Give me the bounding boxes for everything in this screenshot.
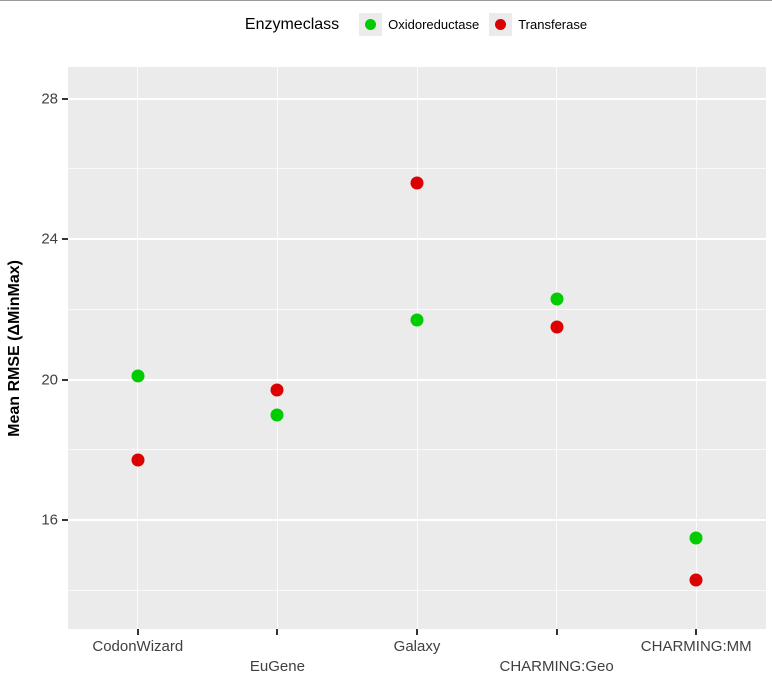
data-point-transferase-eugene [270,383,284,397]
x-tick-mark [416,629,418,635]
legend-entry-transferase: Transferase [489,13,587,36]
gridline-vertical [276,67,278,629]
y-tick-mark [62,97,68,100]
x-category-label-eugene: EuGene [249,658,305,675]
y-axis-title: Mean RMSE (ΔMinMax) [6,259,23,437]
x-category-label-charming:mm: CHARMING:MM [640,638,752,655]
x-category-label-galaxy: Galaxy [393,638,441,655]
x-tick-mark [136,629,139,635]
data-point-transferase-charming:mm [689,573,703,587]
y-tick-mark [62,519,68,522]
data-point-oxidoreductase-codonwizard [131,369,145,383]
data-point-oxidoreductase-charming:mm [689,531,703,545]
legend: Enzymeclass Oxidoreductase Transferase [30,13,772,36]
y-tick-mark [62,378,68,381]
data-point-transferase-galaxy [410,176,424,190]
legend-title: Enzymeclass [244,15,340,33]
plot-panel [68,67,766,629]
y-tick-label: 24 [41,230,58,248]
gridline-vertical [416,67,418,629]
x-tick-mark [555,629,558,635]
data-point-transferase-charming:geo [550,320,564,334]
transferase-dot-icon [495,19,507,30]
x-tick-mark [276,629,279,635]
gridline-vertical [556,67,558,629]
data-point-oxidoreductase-charming:geo [550,292,564,306]
oxidoreductase-dot-icon [365,19,377,30]
data-point-oxidoreductase-galaxy [410,313,424,327]
x-tick-mark [695,629,698,635]
y-tick-label: 20 [41,371,58,389]
y-tick-label: 28 [41,90,58,108]
data-point-oxidoreductase-eugene [270,408,284,422]
x-category-label-charming:geo: CHARMING:Geo [499,658,614,675]
legend-key-box [489,13,513,36]
y-tick-label: 16 [41,511,58,529]
y-tick-mark [62,238,68,241]
gridline-vertical [695,67,697,629]
x-category-label-codonwizard: CodonWizard [92,638,184,655]
gridline-vertical [137,67,139,629]
legend-entry-oxidoreductase: Oxidoreductase [359,13,479,36]
data-point-transferase-codonwizard [131,453,145,467]
y-axis-title-wrap: Mean RMSE (ΔMinMax) [6,67,24,629]
legend-label-transferase: Transferase [518,17,588,32]
legend-key-box [359,13,383,36]
legend-label-oxidoreductase: Oxidoreductase [388,17,480,32]
